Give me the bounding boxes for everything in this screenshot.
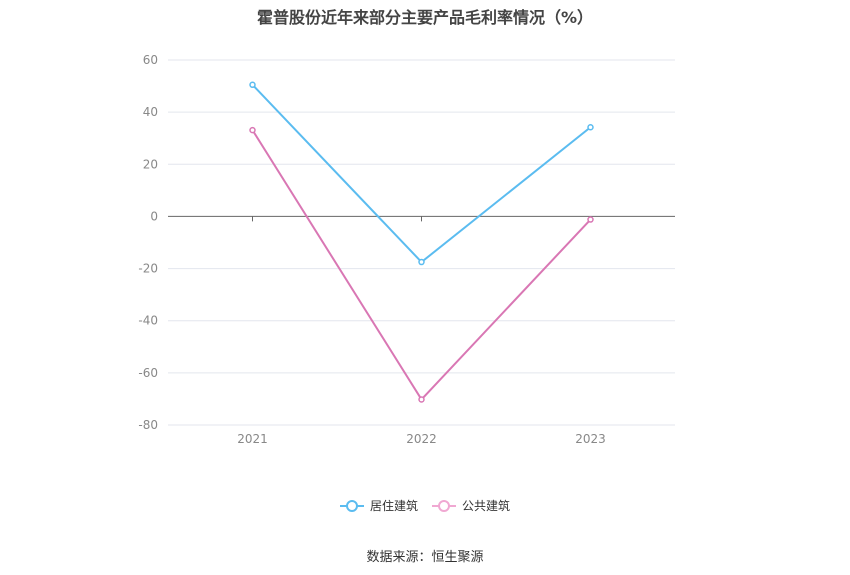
legend-label: 公共建筑 bbox=[462, 499, 511, 513]
y-tick-label: 20 bbox=[143, 157, 158, 171]
x-tick-label: 2021 bbox=[237, 432, 268, 446]
legend-item-series-2[interactable]: 公共建筑 bbox=[432, 497, 510, 514]
data-point[interactable] bbox=[587, 124, 594, 131]
data-point[interactable] bbox=[418, 258, 425, 266]
series-line-1 bbox=[251, 84, 592, 264]
y-tick-label: 60 bbox=[143, 53, 158, 67]
y-tick-label: -60 bbox=[138, 366, 158, 380]
y-tick-label: -20 bbox=[138, 262, 158, 276]
data-point[interactable] bbox=[249, 126, 256, 134]
legend: 居住建筑 公共建筑 bbox=[0, 497, 850, 514]
x-axis: 2021 2022 2023 bbox=[237, 216, 606, 446]
data-point[interactable] bbox=[249, 81, 256, 89]
grid-lines bbox=[168, 59, 675, 426]
data-point[interactable] bbox=[418, 396, 425, 403]
y-tick-label: -80 bbox=[138, 418, 158, 432]
y-tick-label: 40 bbox=[143, 105, 158, 119]
legend-marker-icon bbox=[339, 499, 364, 512]
x-tick-label: 2022 bbox=[406, 432, 437, 446]
series-lines bbox=[249, 81, 594, 403]
source-note: 数据来源：恒生聚源 bbox=[366, 550, 484, 565]
y-tick-label: -40 bbox=[138, 314, 158, 328]
data-point[interactable] bbox=[587, 216, 594, 223]
legend-item-series-1[interactable]: 居住建筑 bbox=[339, 497, 418, 514]
y-tick-label: 0 bbox=[150, 209, 158, 223]
y-axis: 60 40 20 0 -20 -40 -60 -80 bbox=[138, 53, 158, 432]
chart-title: 霍普股份近年来部分主要产品毛利率情况（%） bbox=[256, 8, 594, 27]
x-tick-label: 2023 bbox=[575, 432, 606, 446]
legend-label: 居住建筑 bbox=[369, 499, 418, 513]
legend-marker-icon bbox=[432, 499, 456, 512]
